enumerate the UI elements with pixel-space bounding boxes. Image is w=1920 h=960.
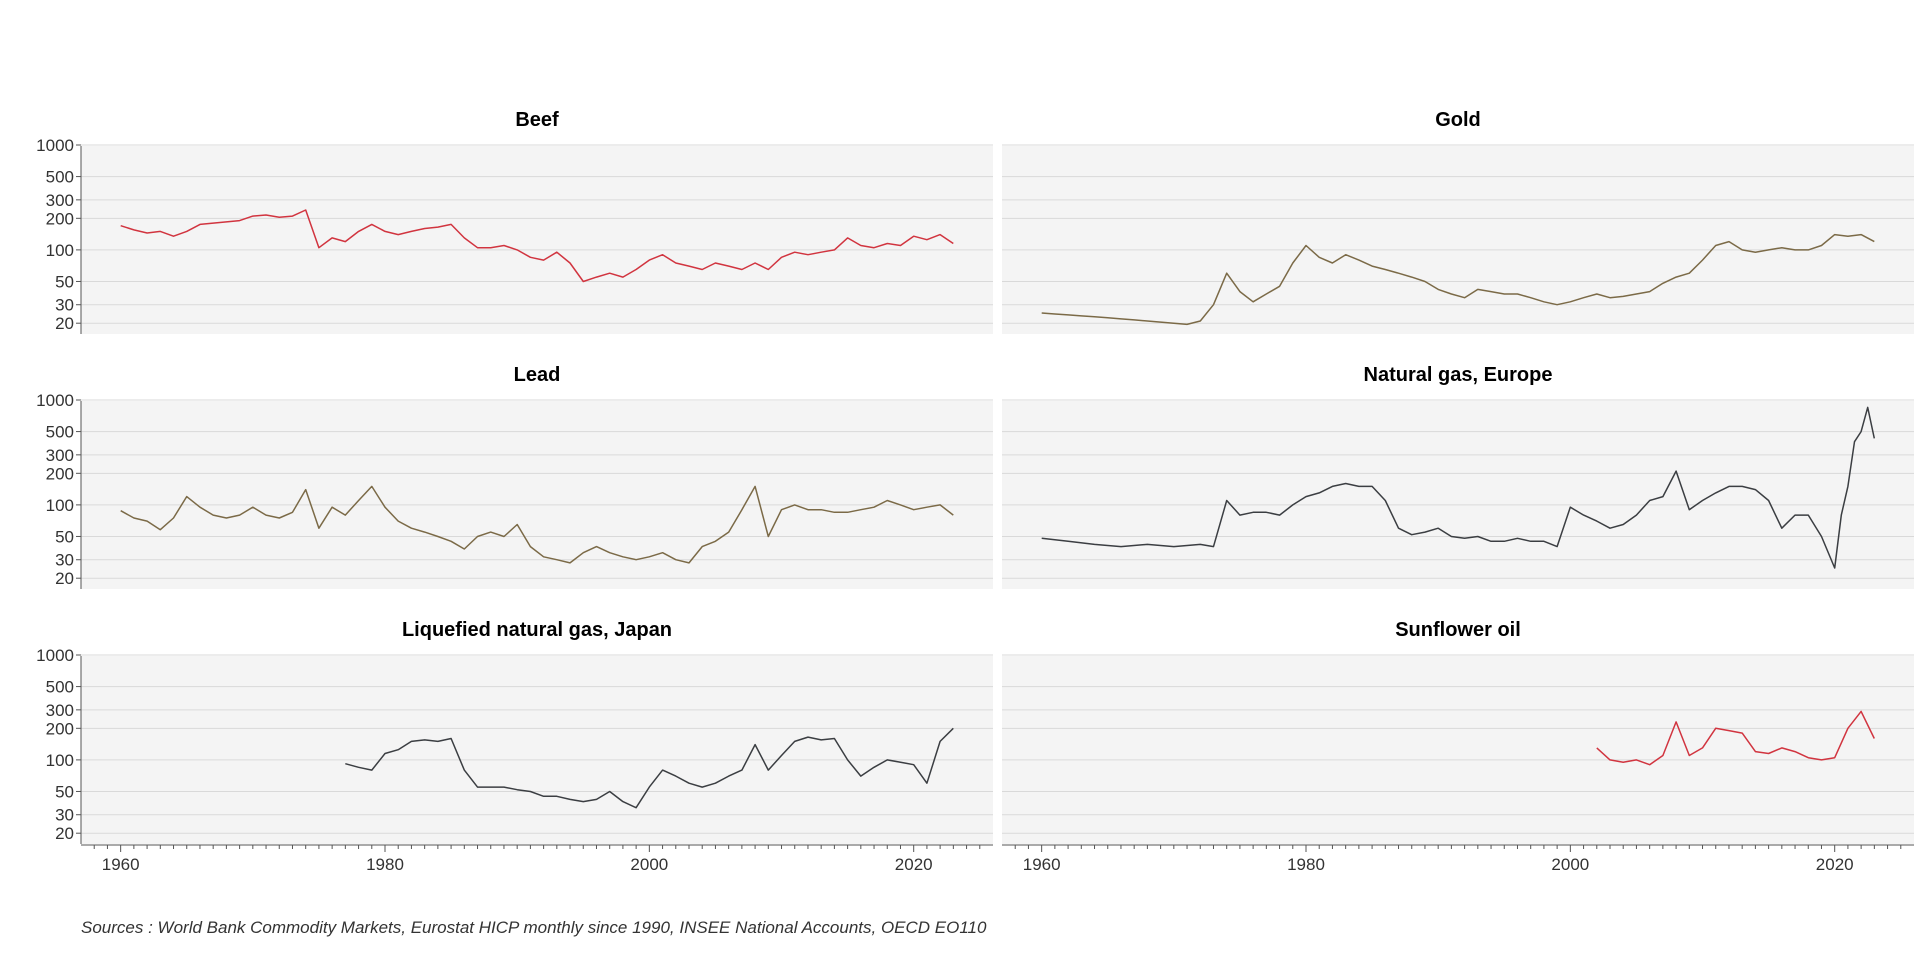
- y-tick-label: 500: [46, 168, 74, 187]
- series-line: [1041, 406, 1876, 569]
- x-tick-label: 2020: [895, 855, 933, 874]
- panel-title: Natural gas, Europe: [1364, 364, 1553, 386]
- x-tick-label: 1980: [1287, 855, 1325, 874]
- panel-title: Gold: [1435, 109, 1481, 131]
- panel-background: [1002, 656, 1914, 844]
- series-line: [1041, 233, 1875, 326]
- x-tick-label: 1980: [366, 855, 404, 874]
- y-tick-label: 200: [46, 464, 74, 483]
- y-tick-label: 200: [46, 719, 74, 738]
- series-line: [120, 485, 954, 564]
- y-tick-label: 1000: [36, 646, 74, 665]
- panel-title: Sunflower oil: [1395, 619, 1521, 641]
- y-tick-label: 20: [55, 314, 74, 333]
- panel-title: Lead: [514, 364, 561, 386]
- y-tick-label: 300: [46, 446, 74, 465]
- panel-title: Liquefied natural gas, Japan: [402, 619, 672, 641]
- panel-background: [1002, 146, 1914, 334]
- y-tick-label: 1000: [36, 136, 74, 155]
- y-tick-label: 1000: [36, 391, 74, 410]
- series-line: [345, 727, 954, 809]
- source-note: Sources : World Bank Commodity Markets, …: [81, 918, 987, 937]
- panel-background: [81, 146, 993, 334]
- panel-1: Gold: [1002, 109, 1914, 334]
- y-tick-label: 300: [46, 701, 74, 720]
- y-tick-label: 500: [46, 678, 74, 697]
- x-tick-label: 1960: [1023, 855, 1061, 874]
- y-tick-label: 30: [55, 806, 74, 825]
- series-line: [1596, 710, 1875, 766]
- y-tick-label: 30: [55, 296, 74, 315]
- panel-3: Natural gas, Europe: [1002, 364, 1914, 589]
- y-tick-label: 30: [55, 551, 74, 570]
- y-tick-label: 500: [46, 423, 74, 442]
- panel-title: Beef: [515, 109, 559, 131]
- panel-5: Sunflower oil 1960 1980 2000 2020: [1002, 619, 1914, 874]
- y-tick-label: 200: [46, 209, 74, 228]
- y-tick-label: 100: [46, 751, 74, 770]
- y-tick-label: 50: [55, 272, 74, 291]
- series-line: [120, 209, 954, 283]
- x-tick-label: 1960: [102, 855, 140, 874]
- x-tick-label: 2000: [630, 855, 668, 874]
- panel-background: [1002, 401, 1914, 589]
- y-tick-label: 20: [55, 569, 74, 588]
- y-tick-label: 50: [55, 527, 74, 546]
- y-tick-label: 100: [46, 496, 74, 515]
- x-tick-label: 2020: [1816, 855, 1854, 874]
- y-tick-label: 20: [55, 824, 74, 843]
- y-tick-label: 50: [55, 782, 74, 801]
- y-tick-label: 300: [46, 191, 74, 210]
- panel-background: [81, 656, 993, 844]
- x-tick-label: 2000: [1551, 855, 1589, 874]
- panel-background: [81, 401, 993, 589]
- y-tick-label: 100: [46, 241, 74, 260]
